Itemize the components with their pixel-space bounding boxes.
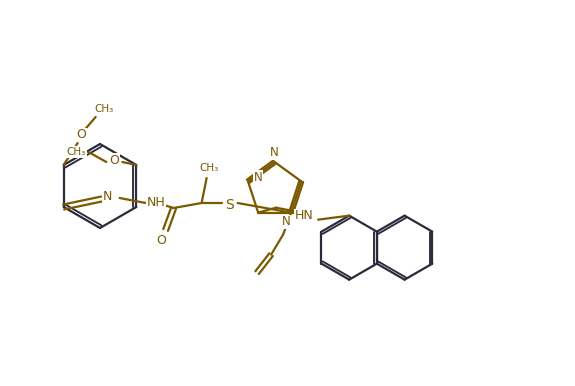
Text: NH: NH	[146, 196, 165, 210]
Text: N: N	[254, 171, 262, 184]
Text: O: O	[157, 234, 167, 247]
Text: O: O	[109, 154, 119, 166]
Text: O: O	[76, 129, 87, 142]
Text: N: N	[270, 147, 279, 159]
Text: CH₃: CH₃	[94, 104, 113, 114]
Text: HN: HN	[295, 209, 313, 222]
Text: N: N	[103, 191, 112, 203]
Text: N: N	[282, 215, 290, 228]
Text: CH₃: CH₃	[67, 147, 86, 157]
Text: CH₃: CH₃	[199, 163, 218, 173]
Text: S: S	[225, 198, 234, 212]
